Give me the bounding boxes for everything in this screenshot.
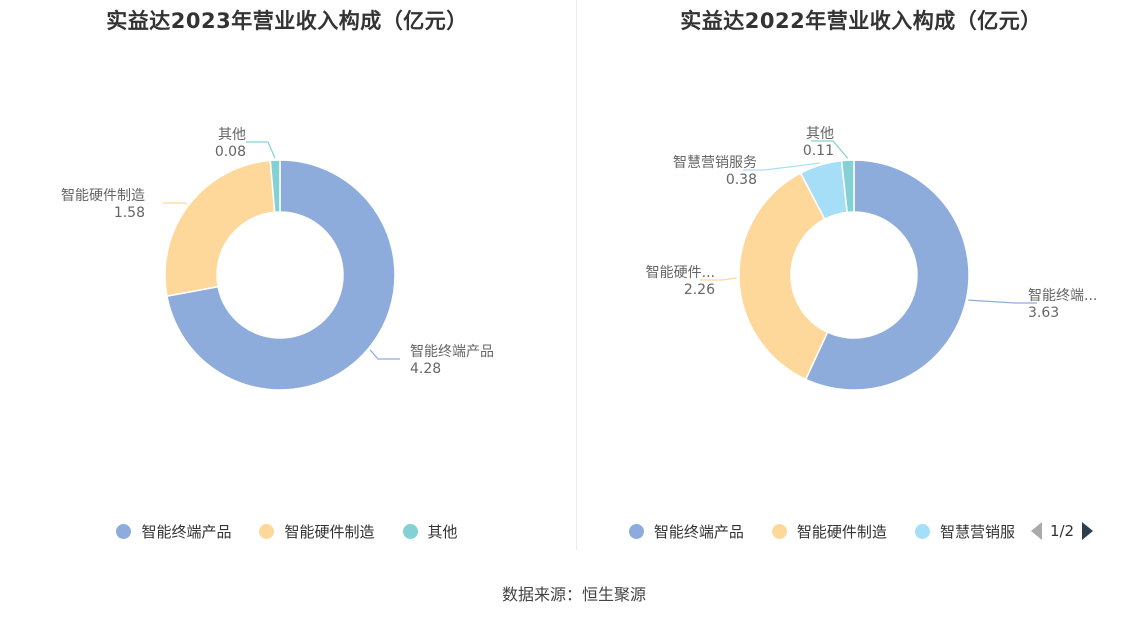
slice-name-label: 其他 — [806, 126, 834, 142]
slice-name-label: 智能硬件... — [646, 265, 715, 281]
legend-label: 智能硬件制造 — [284, 522, 375, 541]
leader-line-2 — [246, 141, 276, 159]
donut-slice-2[interactable] — [269, 159, 281, 214]
slice-name-label: 智能终端... — [1028, 288, 1097, 304]
legend-2022: 智能终端产品 智能硬件制造 智慧营销服 1/2 — [574, 519, 1148, 543]
donut-slice-3[interactable] — [840, 159, 855, 214]
chart-title-2022: 实益达2022年营业收入构成（亿元） — [680, 9, 1042, 33]
slice-value-label: 0.38 — [726, 172, 757, 188]
legend-label: 智慧营销服 — [939, 522, 1015, 541]
donut-slice-1[interactable] — [164, 159, 276, 298]
legend-item-other[interactable]: 其他 — [402, 521, 458, 542]
leader-line-0 — [968, 299, 1037, 304]
leader-line-3 — [811, 140, 849, 159]
legend-item-marketing-services[interactable]: 智慧营销服 — [914, 521, 1015, 542]
pager-next-icon[interactable] — [1082, 522, 1094, 540]
legend-dot-icon — [259, 523, 275, 539]
slice-value-label: 2.26 — [684, 282, 715, 298]
legend-item-hardware-manufacturing[interactable]: 智能硬件制造 — [771, 521, 887, 542]
legend-label: 智能终端产品 — [653, 522, 744, 541]
pager-prev-icon[interactable] — [1030, 522, 1042, 540]
legend-dot-icon — [771, 523, 787, 539]
slice-name-label: 其他 — [218, 127, 246, 143]
legend-item-hardware-manufacturing[interactable]: 智能硬件制造 — [259, 521, 375, 542]
chart-panel-2023: 实益达2023年营业收入构成（亿元） 智能终端产品 4.28 智能硬件制造 1.58 其… — [0, 0, 574, 560]
legend-label: 智能终端产品 — [141, 522, 232, 541]
pager-text: 1/2 — [1049, 522, 1075, 540]
legend-dot-icon — [628, 523, 644, 539]
slice-name-label: 智能硬件制造 — [61, 188, 145, 204]
slice-value-label: 1.58 — [114, 205, 145, 221]
legend-item-terminal-products[interactable]: 智能终端产品 — [628, 521, 744, 542]
chart-title-2023: 实益达2023年营业收入构成（亿元） — [106, 9, 468, 33]
slice-name-label: 智能终端产品 — [410, 344, 494, 360]
leader-line-0 — [369, 349, 400, 360]
panel-divider — [576, 0, 577, 550]
donut-slice-1[interactable] — [738, 172, 829, 381]
legend-dot-icon — [116, 523, 132, 539]
legend-label: 其他 — [427, 522, 458, 541]
slice-name-label: 智慧营销服务 — [673, 155, 757, 171]
legend-label: 智能硬件制造 — [796, 522, 887, 541]
legend-2023: 智能终端产品 智能硬件制造 其他 — [0, 519, 574, 543]
slice-value-label: 0.11 — [803, 143, 834, 159]
donut-slice-0[interactable] — [804, 159, 970, 391]
leader-line-1 — [163, 202, 188, 205]
slice-value-label: 4.28 — [410, 361, 441, 377]
data-source: 数据来源：恒生聚源 — [501, 585, 646, 604]
leader-line-1 — [700, 277, 738, 281]
leader-line-2 — [743, 162, 821, 171]
legend-item-terminal-products[interactable]: 智能终端产品 — [116, 521, 231, 542]
chart-panel-2022: 实益达2022年营业收入构成（亿元） 智能终端... 3.63 智能硬件... 2.2… — [574, 0, 1148, 560]
legend-dot-icon — [914, 523, 930, 539]
legend-pager: 1/2 — [1030, 522, 1094, 540]
legend-dot-icon — [402, 523, 418, 539]
donut-slice-0[interactable] — [166, 159, 396, 391]
slice-value-label: 3.63 — [1028, 305, 1059, 321]
slice-value-label: 0.08 — [215, 144, 246, 160]
